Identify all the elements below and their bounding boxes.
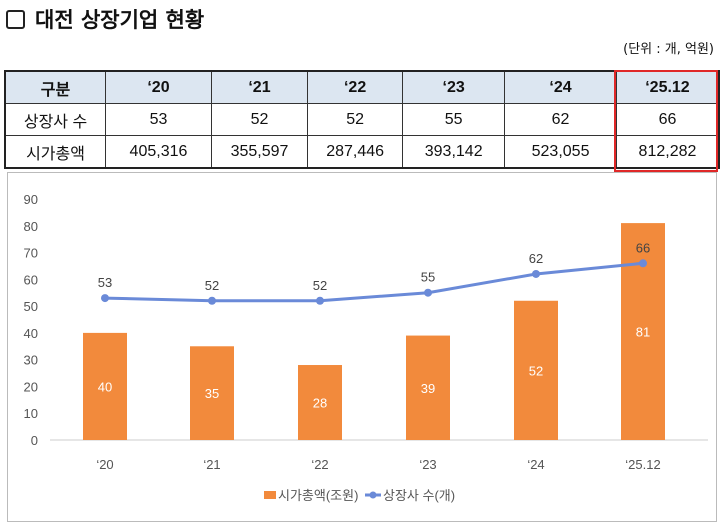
- x-tick-label: ‘22: [311, 457, 328, 472]
- table-cell: 52: [307, 103, 404, 136]
- line-data-label: 53: [98, 275, 112, 290]
- table-row: 시가총액 405,316 355,597 287,446 393,142 523,055 8…: [4, 135, 720, 169]
- bar-data-label: 52: [529, 363, 543, 378]
- x-tick-label: ‘24: [527, 457, 544, 472]
- y-tick-label: 60: [24, 272, 38, 287]
- unit-label: (단위 : 개, 억원): [623, 42, 714, 57]
- table-cell: 55: [402, 103, 506, 136]
- bar-data-label: 28: [313, 396, 327, 411]
- y-tick-label: 20: [24, 379, 38, 394]
- chart: 0 10 20 30 40 50 60 70 80 90 40 35 28 39 52 81 53 52 52 55 6…: [7, 172, 717, 522]
- legend-line-marker: [369, 491, 377, 499]
- line-data-label: 52: [313, 278, 327, 293]
- x-tick-label: ‘25.12: [625, 457, 660, 472]
- column-header: ‘25.12: [615, 70, 720, 104]
- line-point: [532, 269, 540, 278]
- bar: [83, 332, 127, 440]
- bar-data-label: 81: [636, 325, 650, 340]
- table-cell: 405,316: [105, 135, 212, 169]
- table-cell: 66: [615, 103, 720, 136]
- bar: [621, 223, 665, 440]
- x-tick-label: ‘20: [96, 457, 113, 472]
- line-point: [424, 288, 432, 297]
- y-tick-label: 70: [24, 246, 38, 261]
- table-cell: 812,282: [615, 135, 720, 169]
- page-title: 대전 상장기업 현황: [6, 4, 204, 34]
- square-bullet-icon: [6, 9, 25, 29]
- line-data-label: 52: [205, 278, 219, 293]
- line-point: [316, 296, 324, 305]
- bar-data-label: 35: [205, 386, 219, 401]
- line-data-label: 62: [529, 251, 543, 266]
- bar-data-label: 40: [98, 379, 112, 394]
- chart-svg: 0 10 20 30 40 50 60 70 80 90 40 35 28 39 52 81 53 52 52 55 6…: [24, 192, 708, 503]
- line-point: [208, 296, 216, 305]
- row-label: 시가총액: [4, 135, 107, 169]
- y-tick-label: 0: [31, 433, 38, 448]
- table-header-row: 구분 ‘20 ‘21 ‘22 ‘23 ‘24 ‘25.12: [4, 70, 720, 104]
- legend-line-label: 상장사 수(개): [383, 488, 455, 503]
- bar: [514, 300, 558, 440]
- line-data-label: 55: [421, 270, 435, 285]
- column-header: ‘20: [105, 70, 212, 104]
- table-cell: 355,597: [210, 135, 309, 169]
- table-cell: 52: [210, 103, 309, 136]
- bar: [298, 365, 342, 440]
- column-header: ‘22: [307, 70, 404, 104]
- column-header: ‘23: [402, 70, 506, 104]
- line-point: [101, 294, 109, 303]
- y-tick-label: 40: [24, 326, 38, 341]
- column-header: ‘21: [210, 70, 309, 104]
- y-tick-label: 30: [24, 353, 38, 368]
- bar-data-label: 39: [421, 381, 435, 396]
- data-table: 구분 ‘20 ‘21 ‘22 ‘23 ‘24 ‘25.12 상장사 수 53 52 52 55 62 6…: [4, 70, 720, 169]
- table-cell: 62: [504, 103, 617, 136]
- row-label: 상장사 수: [4, 103, 107, 136]
- y-tick-label: 10: [24, 406, 38, 421]
- line-data-label: 66: [636, 240, 650, 255]
- legend-bar-swatch: [264, 491, 276, 499]
- column-header: ‘24: [504, 70, 617, 104]
- x-tick-label: ‘21: [203, 457, 220, 472]
- column-header: 구분: [4, 70, 107, 104]
- y-tick-label: 50: [24, 299, 38, 314]
- y-tick-label: 90: [24, 192, 38, 207]
- line-series: [104, 261, 644, 303]
- table-row: 상장사 수 53 52 52 55 62 66: [4, 103, 720, 136]
- bar: [190, 346, 234, 440]
- bar: [406, 335, 450, 440]
- legend-bar-label: 시가총액(조원): [278, 488, 358, 503]
- line-point: [639, 259, 647, 268]
- y-tick-label: 80: [24, 219, 38, 234]
- table-cell: 287,446: [307, 135, 404, 169]
- x-tick-label: ‘23: [419, 457, 436, 472]
- table-cell: 53: [105, 103, 212, 136]
- table-cell: 393,142: [402, 135, 506, 169]
- table-cell: 523,055: [504, 135, 617, 169]
